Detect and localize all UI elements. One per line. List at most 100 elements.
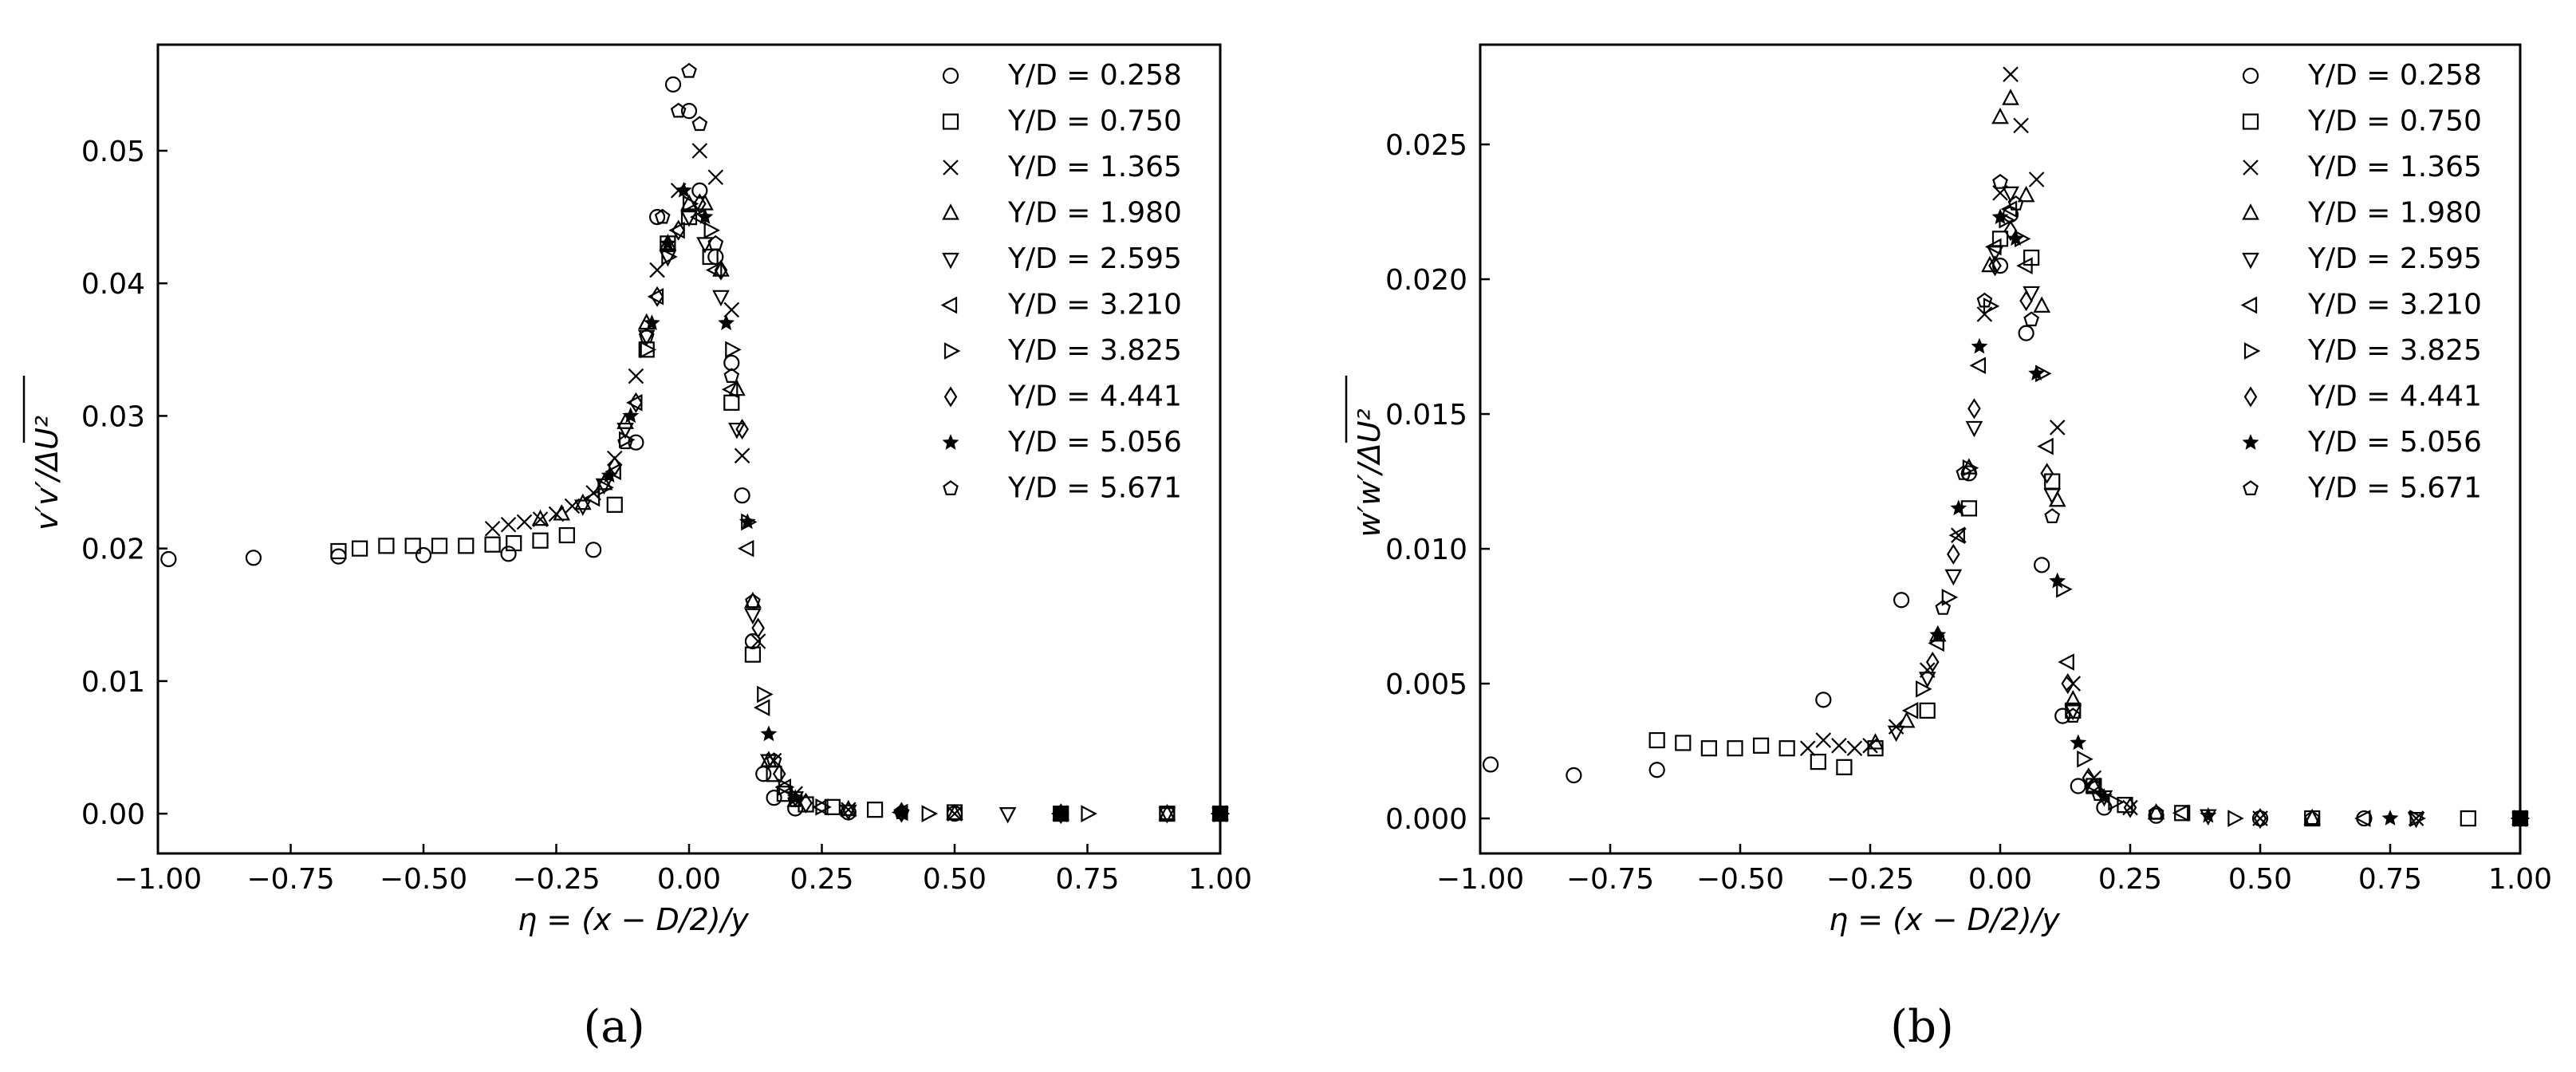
x-tick-label: 1.00 [1188,863,1252,896]
data-point [659,250,677,267]
legend: Y/D = 0.258 Y/D = 0.750 Y/D = 1.365 Y/D = 1… [2240,59,2482,505]
data-point [2148,804,2164,820]
legend-marker [2242,434,2259,450]
legend-marker [943,160,959,175]
data-point [516,514,533,530]
data-point [2354,810,2371,827]
data-point [839,799,857,817]
legend-entry-label: Y/D = 5.056 [2307,426,2482,459]
legend-entry-label: Y/D = 4.441 [2307,380,2482,413]
data-point [744,633,762,650]
data-point [705,261,723,279]
data-point [1991,107,2009,124]
data-point [606,496,623,513]
data-point [2460,810,2476,827]
x-tick-label: 0.00 [657,863,721,896]
data-point [1211,805,1229,821]
data-point [696,208,714,225]
y-tick-label: 0.05 [81,136,145,168]
data-point [670,102,687,118]
data-point [1648,731,1665,749]
data-point [893,804,910,819]
data-point [1675,735,1692,751]
x-axis-label: η = (x − D/2)/y [1829,902,2060,937]
x-tick-label: 0.50 [923,863,987,896]
data-point [786,789,804,806]
data-point [2003,220,2018,242]
data-point [1799,740,1816,756]
legend-entry-label: Y/D = 1.365 [2307,151,2482,183]
y-tick-label: 0.015 [1385,399,1467,432]
data-point [2070,734,2087,751]
data-point [691,116,708,132]
legend-entry-label: Y/D = 0.258 [2307,59,2482,92]
data-point [1831,738,1847,754]
legend-marker [942,67,959,85]
y-tick-label: 0.04 [81,268,145,301]
data-point [160,550,177,568]
series-10 [617,62,1228,821]
data-point [680,194,698,211]
data-point [680,103,698,120]
data-point [1941,589,1959,606]
data-point [1985,238,2002,256]
data-point [2003,66,2019,82]
data-point [597,479,614,497]
data-point [757,685,774,704]
legend-marker [2243,480,2259,495]
data-point [745,593,761,609]
data-point [721,380,739,399]
data-point [714,259,728,281]
data-point [1948,526,1965,544]
legend-entry-label: Y/D = 5.056 [1007,426,1182,459]
data-point [2007,195,2024,211]
legend-entry-label: Y/D = 0.750 [1007,105,1182,138]
data-point [2028,171,2045,187]
data-point [824,798,841,815]
y-tick-label: 0.025 [1385,129,1467,162]
data-point [2033,296,2050,313]
legend-marker [943,342,961,360]
data-point [766,752,782,768]
data-point [2056,580,2073,598]
data-point [1919,702,1936,719]
data-point [573,499,592,516]
data-point [2034,557,2050,573]
data-point [245,550,262,566]
data-point [1981,255,1999,273]
legend-marker [943,480,959,495]
data-point [2002,186,2019,203]
x-axis-label: η = (x − D/2)/y [518,902,749,937]
data-point [1727,740,1743,757]
data-point [643,314,660,331]
data-point [753,699,770,716]
data-point [558,526,575,544]
data-point [672,219,685,241]
series-9 [601,181,1229,821]
legend-marker [2242,252,2259,270]
legend-marker [2243,386,2258,408]
data-point [2227,810,2244,827]
x-tick-label: 0.00 [1968,863,2032,896]
data-point [812,798,829,816]
data-point [1846,740,1863,756]
data-point [691,143,708,159]
y-axis-label: w′w′/ΔU² [1352,408,1387,537]
data-point [2252,810,2268,826]
data-point [1482,756,1499,773]
data-point [723,302,740,318]
data-point [616,412,634,429]
data-point [2018,325,2034,341]
data-point [378,538,395,554]
data-point [531,509,549,526]
data-point [2409,810,2426,827]
x-tick-label: −0.25 [512,863,600,896]
data-point [707,235,724,250]
data-point [735,419,749,440]
data-point [2122,799,2138,816]
data-point [1944,569,1963,586]
data-point [2148,807,2164,824]
data-point [2002,89,2019,105]
data-point [2049,420,2066,436]
